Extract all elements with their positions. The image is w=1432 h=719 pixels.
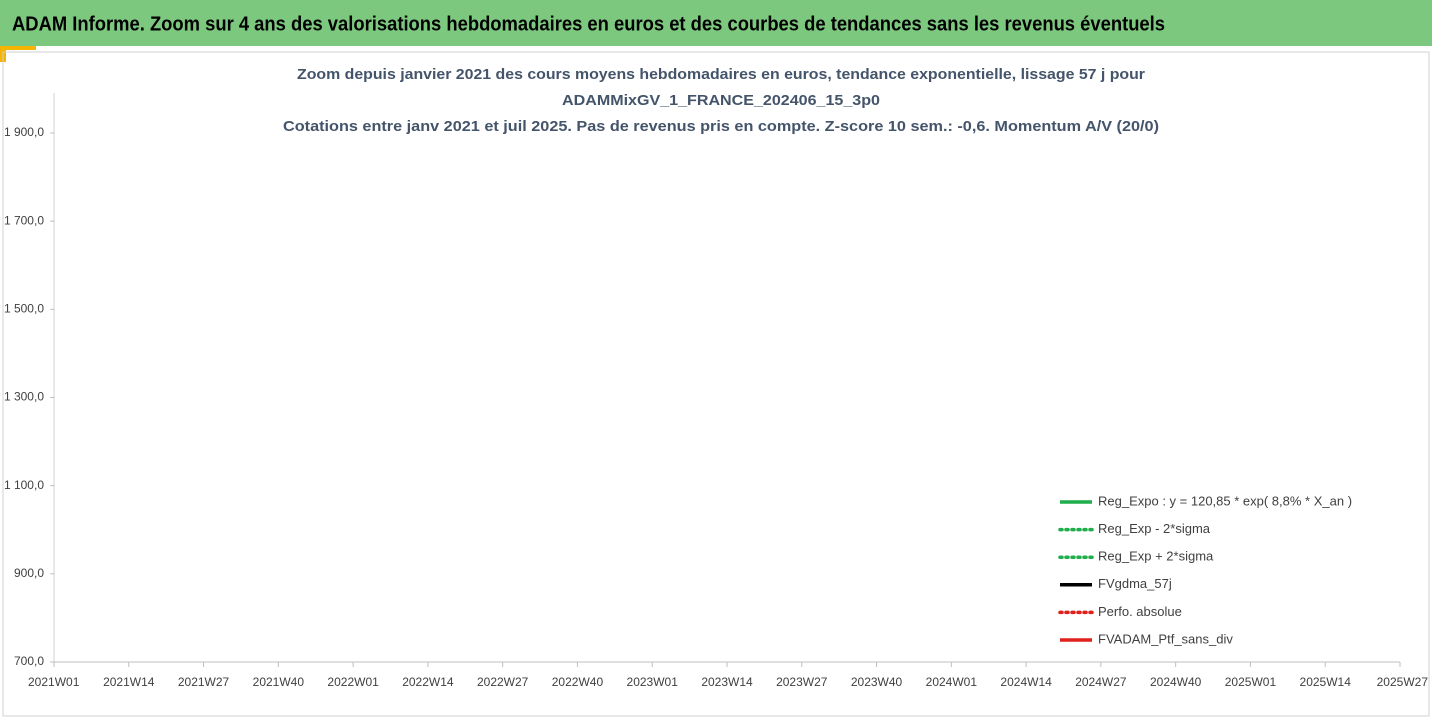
y-tick-label: 1 500,0 [4,302,44,316]
header-band [0,0,1432,46]
x-tick-label: 2022W40 [552,675,604,689]
legend-label: Perfo. absolue [1098,604,1182,619]
x-tick-label: 2023W01 [627,675,679,689]
x-tick-label: 2021W40 [253,675,305,689]
x-tick-label: 2025W27 [1377,675,1429,689]
x-tick-label: 2025W14 [1300,675,1352,689]
corner-mark [0,46,36,50]
x-tick-label: 2024W27 [1075,675,1127,689]
y-tick-label: 1 900,0 [4,125,44,139]
header-title: ADAM Informe. Zoom sur 4 ans des valoris… [12,13,1165,35]
chart-title: ADAMMixGV_1_FRANCE_202406_15_3p0 [562,92,880,109]
x-tick-label: 2023W14 [701,675,753,689]
x-tick-label: 2023W40 [851,675,903,689]
x-tick-label: 2024W40 [1150,675,1202,689]
x-tick-label: 2024W14 [1000,675,1052,689]
chart-title: Cotations entre janv 2021 et juil 2025. … [283,118,1159,135]
y-tick-label: 700,0 [14,654,44,668]
y-tick-label: 1 700,0 [4,213,44,227]
x-tick-label: 2025W01 [1225,675,1277,689]
x-tick-label: 2021W01 [28,675,80,689]
chart-frame [2,51,1430,717]
y-tick-label: 1 300,0 [4,390,44,404]
y-tick-label: 1 100,0 [4,478,44,492]
legend-label: FVgdma_57j [1098,576,1172,591]
legend-label: Reg_Expo : y = 120,85 * exp( 8,8% * X_an… [1098,493,1352,508]
x-tick-label: 2024W01 [926,675,978,689]
chart-title: Zoom depuis janvier 2021 des cours moyen… [297,66,1145,83]
x-tick-label: 2023W27 [776,675,828,689]
legend-label: FVADAM_Ptf_sans_div [1098,631,1233,646]
legend-label: Reg_Exp - 2*sigma [1098,521,1211,536]
legend-label: Reg_Exp + 2*sigma [1098,549,1214,564]
x-tick-label: 2021W27 [178,675,230,689]
x-tick-label: 2021W14 [103,675,155,689]
x-tick-label: 2022W27 [477,675,529,689]
x-tick-label: 2022W01 [327,675,379,689]
y-tick-label: 900,0 [14,566,44,580]
x-tick-label: 2022W14 [402,675,454,689]
